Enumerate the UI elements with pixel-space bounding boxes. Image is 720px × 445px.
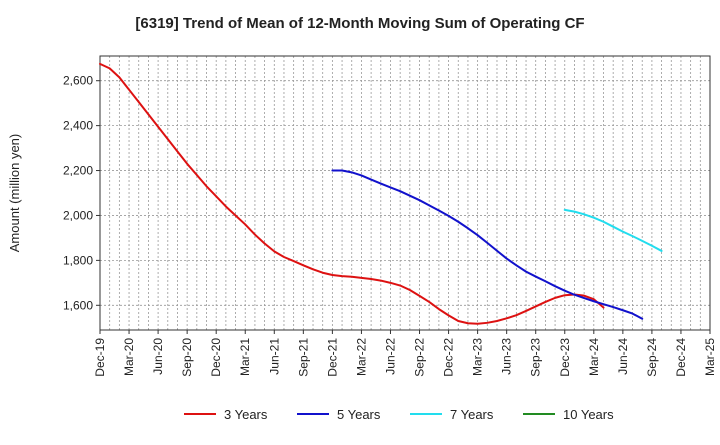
series-layer (99, 62, 663, 325)
y-tick-label: 2,600 (63, 74, 93, 88)
x-tick-label: Jun-24 (616, 338, 630, 375)
x-tick-label: Mar-24 (587, 338, 601, 376)
legend-label-10-years: 10 Years (563, 407, 614, 422)
x-tick-label: Dec-23 (558, 338, 572, 377)
y-axis-label: Amount (million yen) (7, 134, 22, 253)
y-tick-label: 2,000 (63, 208, 93, 222)
x-tick-label: Dec-21 (325, 338, 339, 377)
x-tick-label: Sep-20 (180, 338, 194, 377)
y-tick-label: 1,600 (63, 298, 93, 312)
x-tick-label: Sep-24 (645, 338, 659, 377)
x-tick-label: Dec-20 (209, 338, 223, 377)
x-tick-label: Mar-22 (354, 338, 368, 376)
x-tick-label: Jun-22 (383, 338, 397, 375)
x-axis-ticks: Dec-19 Mar-20 Jun-20 Sep-20 Dec-20 Mar-21 Jun-… (93, 330, 717, 377)
x-tick-label: Mar-23 (471, 338, 485, 376)
legend-label-5-years: 5 Years (337, 407, 381, 422)
legend: 3 Years 5 Years 7 Years 10 Years (184, 407, 614, 422)
x-tick-label: Sep-22 (413, 338, 427, 377)
x-tick-label: Dec-24 (674, 338, 688, 377)
x-tick-label: Jun-21 (267, 338, 281, 375)
x-tick-label: Jun-23 (500, 338, 514, 375)
series-line-5-years (331, 169, 644, 320)
x-tick-label: Sep-21 (296, 338, 310, 377)
x-tick-label: Dec-22 (442, 338, 456, 377)
x-tick-label: Sep-23 (529, 338, 543, 377)
x-tick-label: Mar-21 (238, 338, 252, 376)
plot-frame (99, 55, 711, 331)
grid-layer (100, 56, 710, 330)
x-tick-label: Mar-25 (703, 338, 717, 376)
y-tick-label: 2,400 (63, 119, 93, 133)
series-line-3-years (99, 62, 605, 325)
x-tick-label: Dec-19 (93, 338, 107, 377)
series-line-7-years (563, 208, 663, 252)
chart-title: [6319] Trend of Mean of 12-Month Moving … (135, 15, 584, 32)
legend-label-7-years: 7 Years (450, 407, 494, 422)
x-tick-label: Mar-20 (122, 338, 136, 376)
x-tick-label: Jun-20 (151, 338, 165, 375)
y-axis-ticks: 1,600 1,800 2,000 2,200 2,400 2,600 (63, 74, 100, 312)
y-tick-label: 1,800 (63, 253, 93, 267)
y-tick-label: 2,200 (63, 164, 93, 178)
legend-label-3-years: 3 Years (224, 407, 268, 422)
